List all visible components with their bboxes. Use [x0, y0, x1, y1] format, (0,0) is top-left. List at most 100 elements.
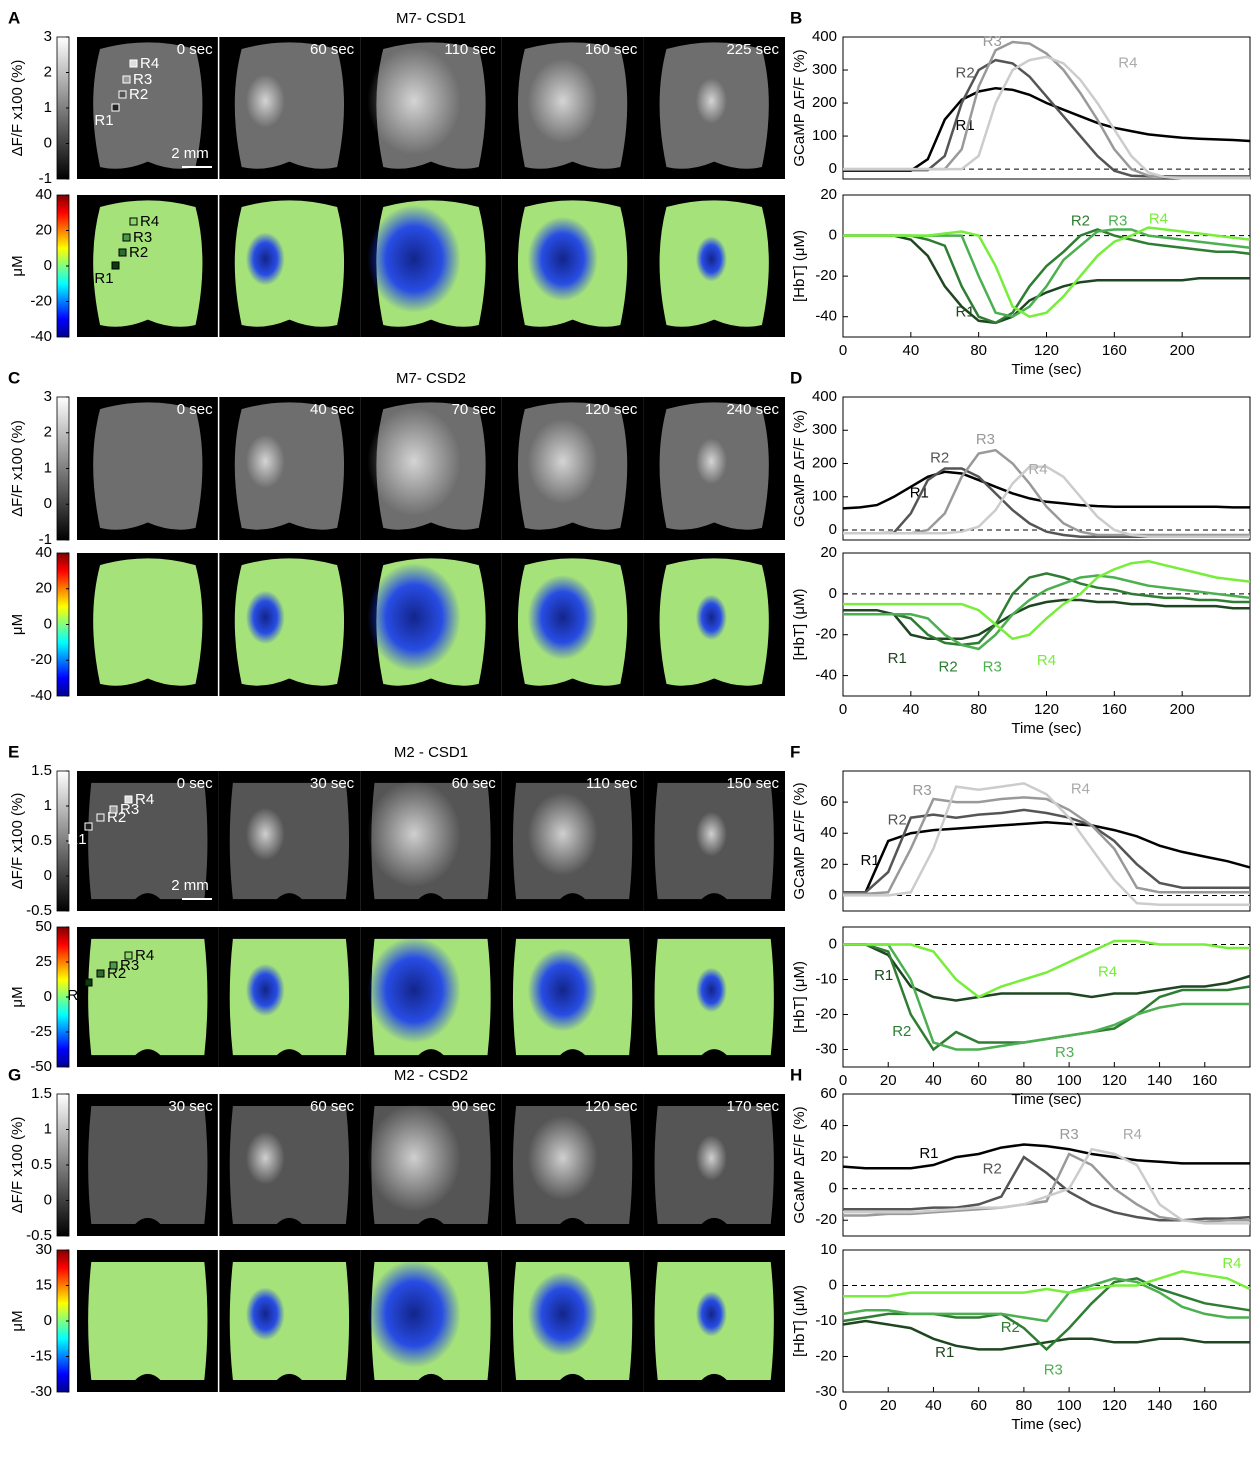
y-tick-label: 20: [820, 186, 837, 203]
x-tick-label: 120: [1102, 1397, 1127, 1414]
time-label: 110 sec: [586, 775, 638, 792]
activity: [695, 594, 727, 641]
activity: [245, 1131, 285, 1185]
roi-box: [118, 90, 127, 99]
colorbar-tick-label: 0: [44, 495, 52, 512]
y-tick-label: 40: [820, 824, 837, 841]
time-label: 160 sec: [585, 41, 638, 58]
y-tick-label: 100: [812, 127, 837, 144]
roi-box: [84, 978, 93, 987]
x-tick-label: 40: [902, 342, 919, 359]
x-tick-label: 200: [1170, 701, 1195, 718]
colorbar-tick-label: 0: [44, 1312, 52, 1329]
colorbar-tick-label: 40: [35, 186, 52, 203]
colorbar-tick-label: 20: [35, 580, 52, 597]
series-line: [842, 1319, 1250, 1351]
colorbar-tick-label: 0.5: [31, 1156, 52, 1173]
time-label: 0 sec: [177, 775, 213, 792]
x-tick-label: 100: [1057, 1397, 1082, 1414]
series-label: R3: [1108, 212, 1127, 229]
brain-image: [88, 1106, 208, 1224]
y-tick-label: 200: [812, 454, 837, 471]
scale-bar-label: 2 mm: [171, 877, 209, 894]
time-label: 70 sec: [452, 401, 497, 418]
colorbar-tick-label: 0.5: [31, 832, 52, 849]
roi-box: [111, 261, 120, 270]
x-tick-label: 40: [902, 701, 919, 718]
roi-box: [96, 969, 105, 978]
series-label: R1: [861, 852, 880, 869]
time-label: 60 sec: [310, 1098, 355, 1115]
roi-box: [84, 822, 93, 831]
colorbar-tick-label: 2: [44, 424, 52, 441]
series-label: R2: [1001, 1319, 1020, 1336]
plot-frame: [842, 36, 1251, 180]
panel-letter: G: [8, 1065, 21, 1084]
series-label: R2: [939, 658, 958, 675]
series-line: [843, 1270, 1251, 1298]
roi-box: [111, 103, 120, 112]
x-tick-label: 0: [839, 1397, 847, 1414]
y-tick-label: 0: [829, 1276, 837, 1293]
x-tick-label: 40: [925, 1072, 942, 1089]
series-line: [843, 821, 1251, 894]
time-label: 90 sec: [452, 1098, 497, 1115]
brain-image: [93, 402, 203, 530]
colorbar-label: ΔF/F x100 (%): [9, 420, 26, 517]
y-tick-label: 0: [829, 935, 837, 952]
series-label: R4: [1118, 54, 1137, 71]
y-axis-label: [HbT] (μM): [791, 589, 808, 661]
x-tick-label: 60: [970, 1397, 987, 1414]
series-line: [843, 40, 1250, 179]
series-label: R4: [1071, 781, 1090, 798]
colorbar-label: ΔF/F x100 (%): [9, 1117, 26, 1214]
x-tick-label: 120: [1102, 1072, 1127, 1089]
time-label: 0 sec: [177, 41, 213, 58]
activity: [367, 1103, 461, 1212]
y-axis-label: GCaMP ΔF/F (%): [791, 49, 808, 166]
roi-box: [129, 217, 138, 226]
colorbar-tick-label: 2: [44, 63, 52, 80]
x-tick-label: 100: [1057, 1072, 1082, 1089]
y-tick-label: 20: [820, 544, 837, 561]
panel-letter: C: [8, 368, 20, 387]
colorbar-tick-label: 0: [44, 988, 52, 1005]
series-line: [843, 234, 1250, 325]
colorbar-label: ΔF/F x100 (%): [9, 793, 26, 890]
activity: [527, 418, 598, 504]
x-tick-label: 0: [839, 342, 847, 359]
brain-image: [234, 558, 345, 686]
x-axis-label: Time (sec): [1011, 1091, 1081, 1108]
series-line: [843, 86, 1251, 172]
y-tick-label: -40: [815, 308, 837, 325]
plot-frame: [842, 770, 1251, 912]
series-label: R3: [1055, 1044, 1074, 1061]
roi-label: R3: [120, 801, 139, 818]
activity: [367, 204, 461, 313]
activity: [245, 232, 285, 286]
series-label: R4: [1149, 210, 1168, 227]
roi-label: R1: [67, 831, 86, 848]
roi-label: R3: [133, 71, 152, 88]
colorbar-tick-label: 15: [35, 1276, 52, 1293]
colorbar-tick-label: 40: [35, 544, 52, 561]
colorbar-tick-label: 0: [44, 257, 52, 274]
activity: [245, 807, 285, 861]
series-line: [843, 796, 1250, 896]
colorbar-tick-label: -20: [30, 292, 52, 309]
roi-box: [118, 248, 127, 257]
series-label: R1: [956, 304, 975, 321]
colorbar-tick-label: 0: [44, 134, 52, 151]
series-line: [843, 943, 1251, 1002]
series-line: [842, 1277, 1250, 1323]
x-tick-label: 40: [925, 1397, 942, 1414]
roi-label: R4: [140, 213, 159, 230]
activity: [245, 74, 285, 128]
roi-box: [122, 75, 131, 84]
y-tick-label: -30: [815, 1040, 837, 1057]
x-tick-label: 160: [1102, 701, 1127, 718]
series-label: R1: [956, 117, 975, 134]
series-line: [843, 58, 1250, 178]
